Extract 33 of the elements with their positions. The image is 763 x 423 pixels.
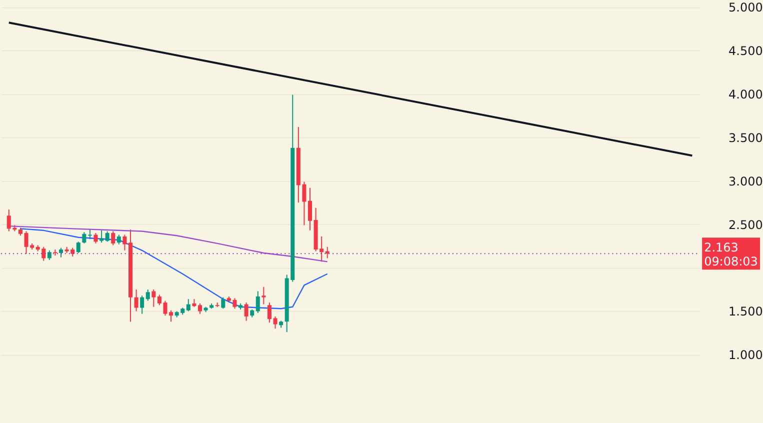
y-tick-label: 2.500 bbox=[728, 218, 763, 232]
line-series bbox=[20, 228, 328, 310]
y-tick-label: 4.500 bbox=[728, 44, 763, 58]
y-tick-label: 5.000 bbox=[728, 0, 763, 15]
candlestick bbox=[169, 310, 174, 322]
candlestick bbox=[134, 289, 138, 312]
y-tick-label: 1.000 bbox=[728, 348, 763, 362]
candlestick bbox=[267, 302, 272, 324]
candlestick bbox=[221, 296, 226, 310]
ref-line-label: 2.163 09:08:03 bbox=[704, 240, 758, 269]
candlestick bbox=[122, 234, 127, 251]
candlestick bbox=[140, 295, 144, 314]
candlestick bbox=[273, 316, 278, 330]
candlestick bbox=[198, 302, 202, 314]
y-tick-label: 4.000 bbox=[728, 87, 763, 102]
candlestick bbox=[152, 289, 156, 308]
candlestick bbox=[111, 230, 116, 246]
candlestick bbox=[100, 230, 104, 244]
candlestick bbox=[105, 230, 110, 242]
candlestick bbox=[262, 286, 266, 305]
candlestick bbox=[146, 289, 150, 302]
y-tick-label: 3.500 bbox=[728, 130, 763, 145]
candlestick bbox=[59, 247, 63, 258]
y-tick-label: 1.500 bbox=[728, 304, 763, 319]
candlestick bbox=[82, 232, 86, 244]
y-tick-label: 3.000 bbox=[728, 174, 763, 188]
candlestick bbox=[76, 241, 80, 254]
candlestick bbox=[244, 302, 248, 322]
candlestick bbox=[47, 250, 52, 260]
candlestick bbox=[308, 187, 312, 231]
candlestick bbox=[116, 234, 121, 245]
candlestick bbox=[256, 290, 260, 314]
candlestick bbox=[186, 298, 190, 312]
